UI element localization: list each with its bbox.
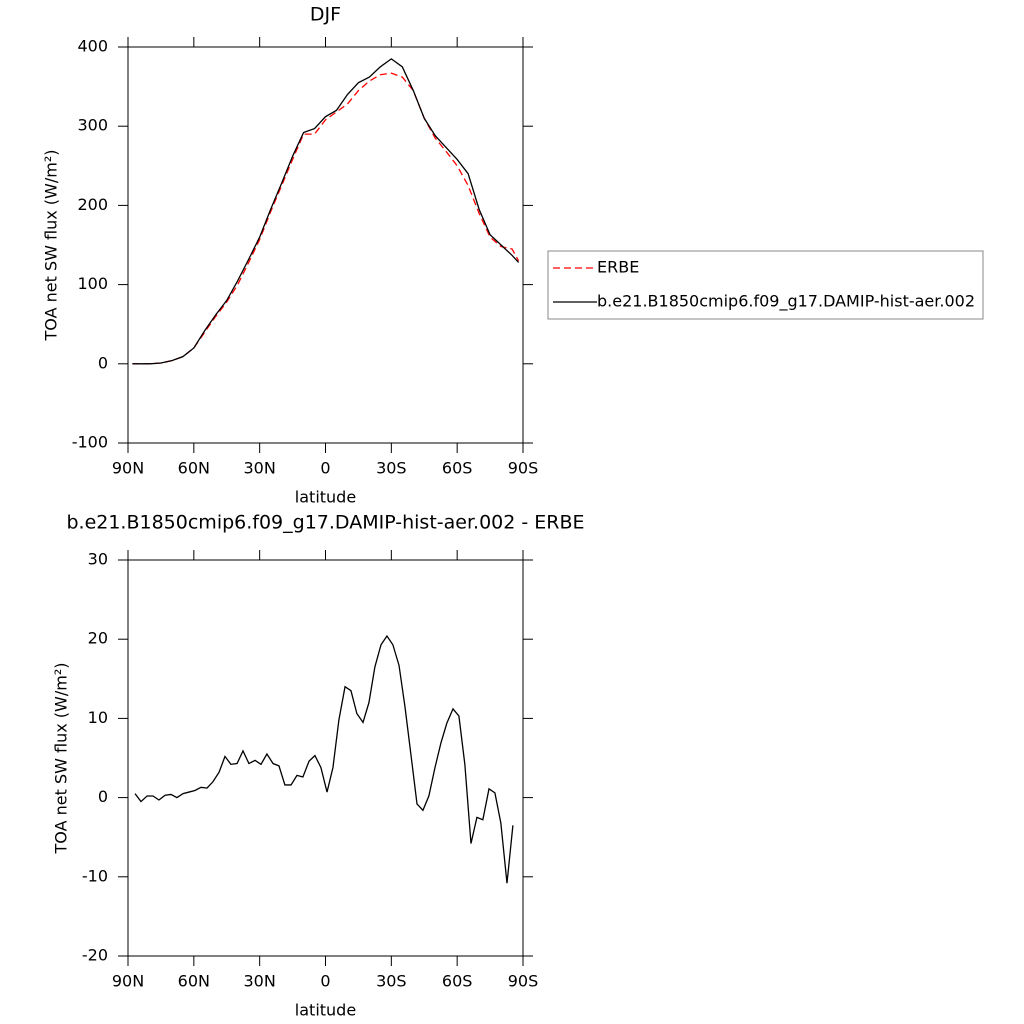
x-tick-label: 60N bbox=[178, 972, 210, 991]
y-tick-label: -10 bbox=[82, 866, 108, 885]
y-tick-label: 30 bbox=[88, 550, 108, 569]
y-axis-label: TOA net SW flux (W/m²) bbox=[42, 150, 61, 342]
x-tick-label: 90N bbox=[112, 459, 144, 478]
chart-title: DJF bbox=[310, 4, 341, 26]
x-tick-label: 30S bbox=[376, 972, 407, 991]
legend-label: ERBE bbox=[597, 258, 639, 277]
plot-frame bbox=[127, 46, 524, 444]
y-tick-label: 100 bbox=[77, 274, 108, 293]
y-axis-label: TOA net SW flux (W/m²) bbox=[52, 663, 71, 855]
y-tick-label: -100 bbox=[72, 433, 108, 452]
y-tick-label: 20 bbox=[88, 629, 108, 648]
x-tick-label: 90S bbox=[508, 459, 539, 478]
x-tick-label: 90S bbox=[508, 972, 539, 991]
x-axis-label: latitude bbox=[295, 1001, 356, 1020]
x-tick-label: 0 bbox=[320, 972, 330, 991]
data-line bbox=[134, 634, 514, 884]
x-tick-label: 30N bbox=[244, 459, 276, 478]
y-tick-label: 10 bbox=[88, 708, 108, 727]
y-tick-label: 400 bbox=[77, 37, 108, 56]
legend-label: b.e21.B1850cmip6.f09_g17.DAMIP-hist-aer.… bbox=[597, 292, 975, 312]
x-tick-label: 30N bbox=[244, 972, 276, 991]
x-tick-label: 0 bbox=[320, 459, 330, 478]
x-axis-label: latitude bbox=[295, 488, 356, 507]
x-tick-label: 60S bbox=[442, 459, 473, 478]
y-tick-label: 0 bbox=[98, 787, 108, 806]
data-line bbox=[132, 58, 520, 365]
x-tick-label: 90N bbox=[112, 972, 144, 991]
data-line bbox=[132, 72, 520, 365]
y-tick-label: 0 bbox=[98, 353, 108, 372]
x-tick-label: 60S bbox=[442, 972, 473, 991]
y-tick-label: 200 bbox=[77, 195, 108, 214]
x-tick-label: 30S bbox=[376, 459, 407, 478]
y-tick-label: 300 bbox=[77, 116, 108, 135]
legend-box bbox=[547, 250, 984, 320]
y-tick-label: -20 bbox=[82, 946, 108, 965]
x-tick-label: 60N bbox=[178, 459, 210, 478]
chart-title: b.e21.B1850cmip6.f09_g17.DAMIP-hist-aer.… bbox=[66, 512, 584, 534]
